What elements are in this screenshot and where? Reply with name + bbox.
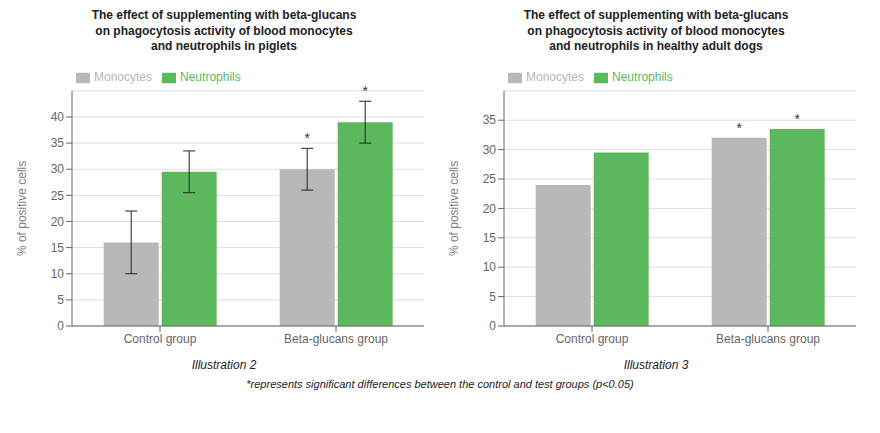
- html-text:Illustration 2: Illustration 2: [191, 358, 257, 372]
- svg-text:Beta-glucans group: Beta-glucans group: [284, 332, 388, 346]
- svg-text:35: 35: [51, 136, 65, 150]
- svg-text:0: 0: [57, 319, 64, 333]
- svg-text:15: 15: [483, 231, 497, 245]
- svg-text:10: 10: [51, 267, 65, 281]
- svg-text:% of positive cells: % of positive cells: [15, 161, 29, 256]
- svg-text:35: 35: [483, 113, 497, 127]
- svg-text:25: 25: [483, 172, 497, 186]
- svg-text:% of positive cells: % of positive cells: [447, 161, 461, 256]
- svg-text:30: 30: [51, 162, 65, 176]
- html-text:The effect of supplementing wi: The effect of supplementing with beta-gl…: [91, 8, 357, 54]
- svg-text:20: 20: [483, 202, 497, 216]
- svg-text:Control group: Control group: [556, 332, 629, 346]
- html-text:Neutrophils: Neutrophils: [180, 70, 241, 84]
- html-text:Illustration 3: Illustration 3: [623, 358, 689, 372]
- svg-text:30: 30: [483, 143, 497, 157]
- html-text:*represents significant differ: *represents significant differences betw…: [246, 378, 634, 390]
- html-text:Monocytes: Monocytes: [94, 70, 152, 84]
- svg-text:Control group: Control group: [124, 332, 197, 346]
- html-text:Neutrophils: Neutrophils: [612, 70, 673, 84]
- svg-text:*: *: [362, 83, 368, 99]
- svg-text:5: 5: [489, 290, 496, 304]
- svg-text:Beta-glucans group: Beta-glucans group: [716, 332, 820, 346]
- svg-text:40: 40: [51, 110, 65, 124]
- svg-text:*: *: [794, 111, 800, 127]
- svg-text:20: 20: [51, 215, 65, 229]
- html-text:The effect of supplementing wi: The effect of supplementing with beta-gl…: [523, 8, 789, 54]
- svg-text:*: *: [304, 130, 310, 146]
- svg-text:0: 0: [489, 319, 496, 333]
- html-text:Monocytes: Monocytes: [526, 70, 584, 84]
- svg-text:5: 5: [57, 293, 64, 307]
- svg-text:25: 25: [51, 189, 65, 203]
- svg-text:10: 10: [483, 260, 497, 274]
- svg-text:*: *: [736, 120, 742, 136]
- svg-text:15: 15: [51, 241, 65, 255]
